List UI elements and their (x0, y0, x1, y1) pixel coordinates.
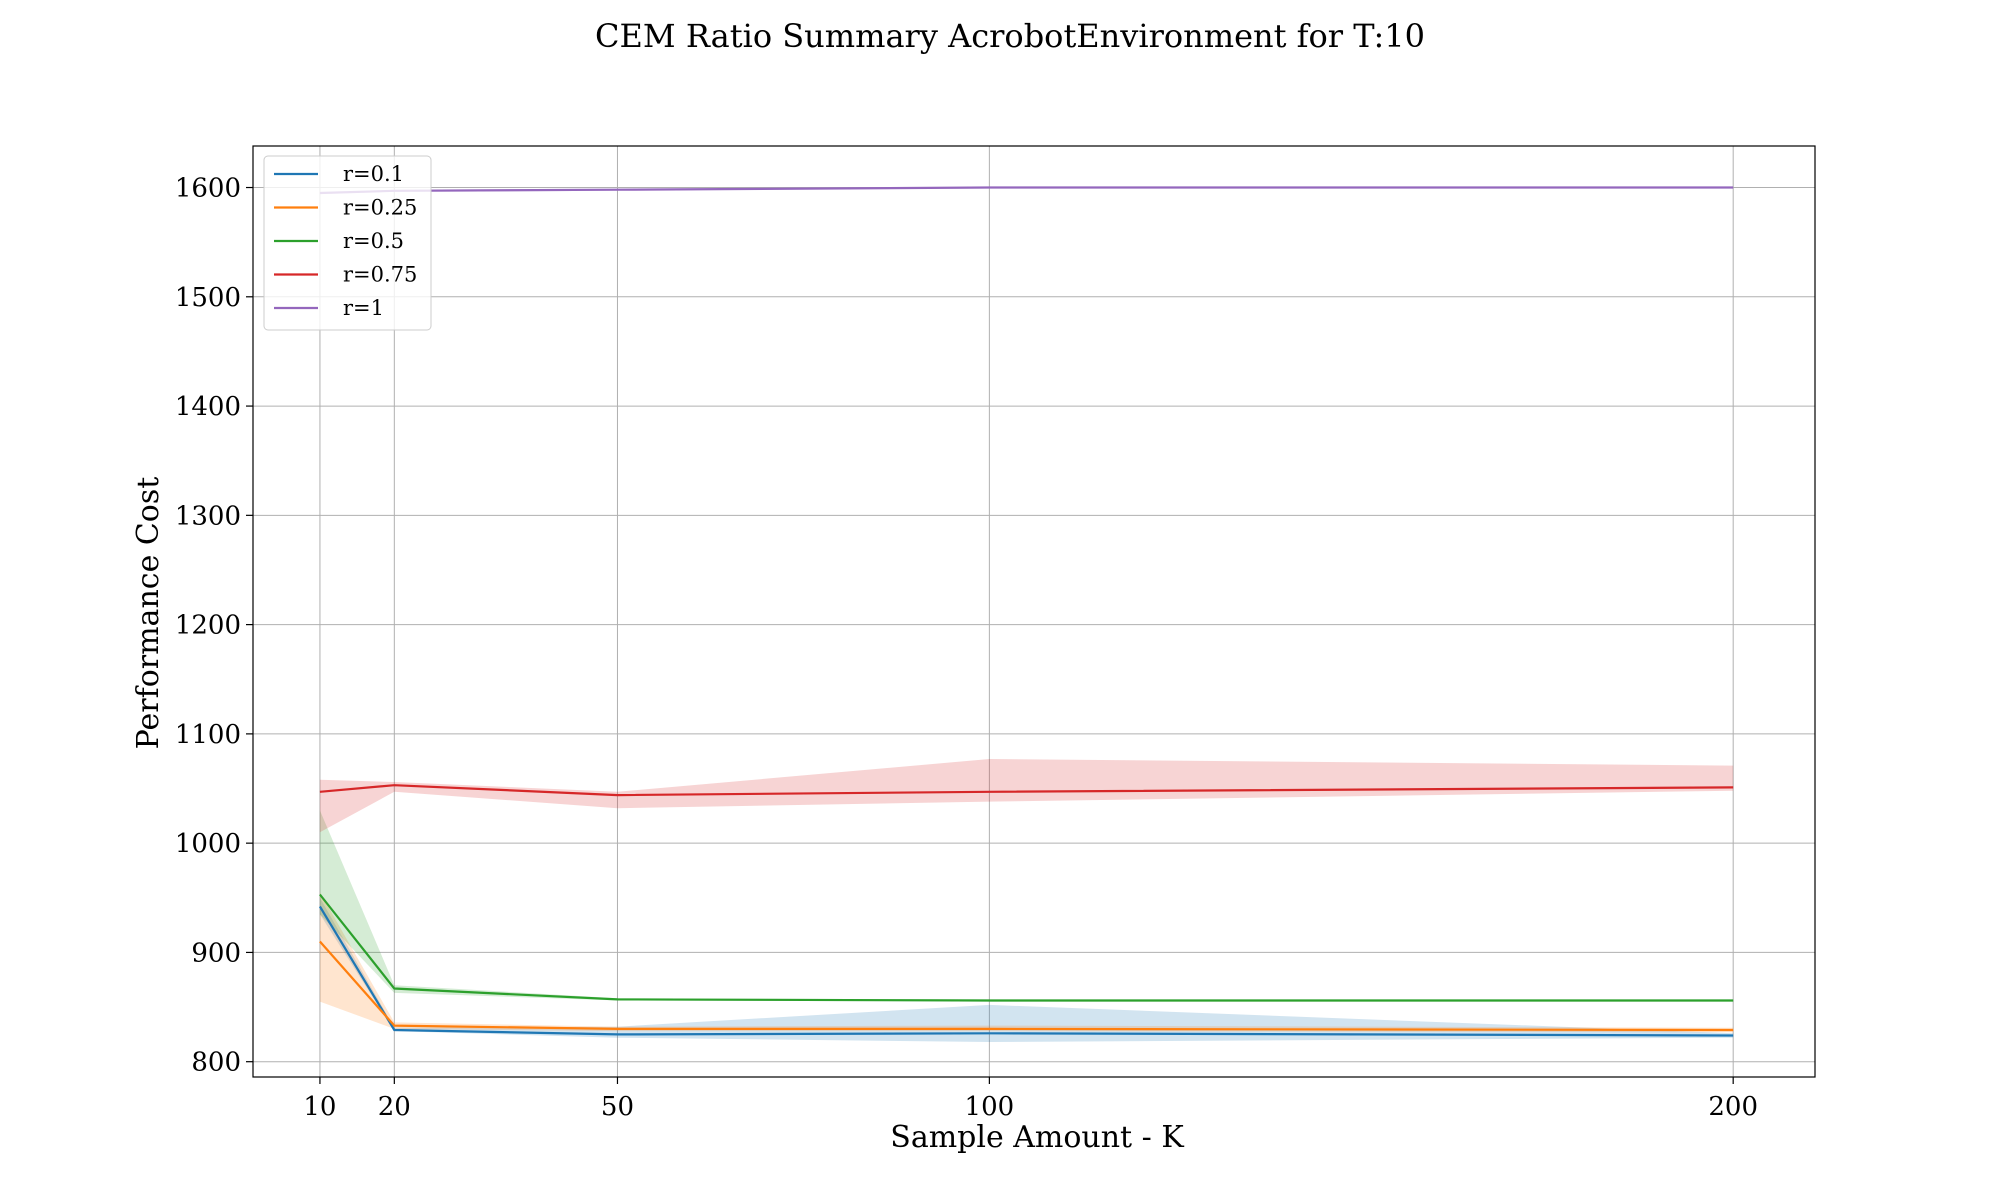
x-tick-label: 50 (601, 1092, 634, 1122)
x-tick-label: 20 (378, 1092, 411, 1122)
legend-label-1: r=0.1 (343, 162, 404, 186)
tick-labels: 10 20 50 100 200 800 900 1000 1100 1200 1300 1400 15… (175, 174, 1758, 1122)
plot-background (253, 146, 1815, 1077)
plot-frame (252, 145, 1816, 1078)
y-tick-label: 1500 (175, 283, 241, 313)
y-tick-label: 1200 (175, 611, 241, 641)
y-tick-label: 1600 (175, 174, 241, 204)
x-axis-label: Sample Amount - K (890, 1120, 1184, 1155)
x-tick-label: 100 (965, 1092, 1015, 1122)
y-tick-label: 1100 (175, 720, 241, 750)
legend-label-3: r=0.5 (343, 229, 404, 253)
legend-box (263, 155, 432, 331)
series-lines (318, 186, 1734, 1037)
x-tick-label: 10 (303, 1092, 336, 1122)
y-tick-label: 1400 (175, 392, 241, 422)
legend: r=0.1 r=0.25 r=0.5 r=0.75 r=1 (263, 155, 432, 331)
plot-area (253, 146, 1815, 1077)
legend-label-5: r=1 (343, 296, 384, 320)
y-axis-label: Performance Cost (131, 477, 166, 750)
y-tick-label: 1300 (175, 501, 241, 531)
x-tick-label: 200 (1708, 1092, 1758, 1122)
line-series-2 (319, 940, 1734, 1032)
legend-label-4: r=0.75 (343, 263, 417, 287)
band-series-4 (319, 759, 1734, 833)
line-series-3 (319, 893, 1734, 1002)
axes (246, 145, 1816, 1084)
y-tick-label: 800 (191, 1048, 241, 1078)
line-series-4 (319, 784, 1734, 797)
legend-label-2: r=0.25 (343, 196, 417, 220)
chart-title: CEM Ratio Summary AcrobotEnvironment for… (595, 17, 1425, 55)
line-series-1 (318, 905, 1734, 1037)
y-tick-label: 900 (191, 938, 241, 968)
y-tick-label: 1000 (175, 829, 241, 859)
